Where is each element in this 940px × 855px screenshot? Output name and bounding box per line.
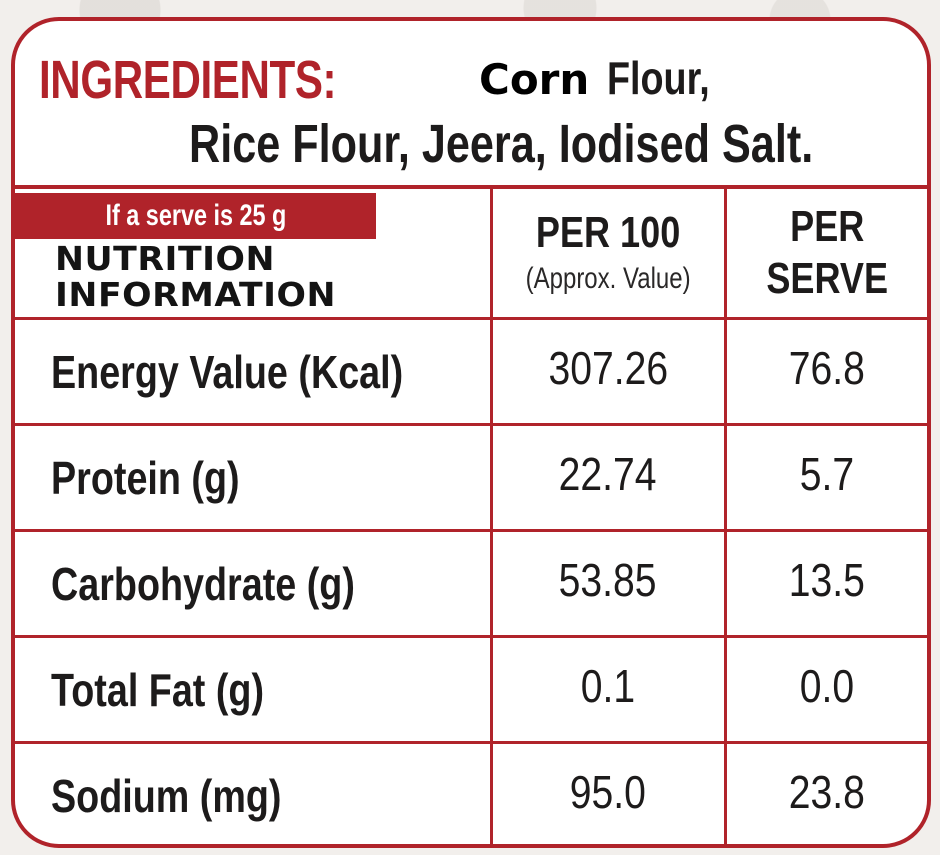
per-serve-value: 23.8 [723, 741, 927, 844]
serve-size-badge: If a serve is 25 g [15, 193, 376, 239]
nutrition-label-card: INGREDIENTS: Corn Flour, Rice Flour, Jeer… [11, 17, 931, 848]
per-100-header: PER 100 (Approx. Value) [489, 189, 727, 320]
per-serve-value: 5.7 [723, 423, 927, 532]
per-serve-line-2: SERVE [765, 254, 888, 303]
per-serve-value: 76.8 [723, 317, 927, 426]
per-100-title: PER 100 [535, 208, 681, 257]
nutrition-info-header-cell: If a serve is 25 g NUTRITION INFORMATION [15, 189, 493, 320]
ingredients-line-2: Rice Flour, Jeera, Iodised Salt. [189, 114, 814, 174]
serve-size-text: If a serve is 25 g [105, 199, 286, 232]
ingredients-line-1: Corn Flour, [479, 51, 733, 105]
ingredients-heading: INGREDIENTS: [39, 50, 337, 110]
table-row: Total Fat (g) 0.1 0.0 [15, 635, 927, 744]
per-serve-value: 13.5 [723, 529, 927, 638]
per-100-value: 22.74 [489, 423, 727, 532]
nutrient-name: Sodium (mg) [15, 741, 493, 844]
table-row: Energy Value (Kcal) 307.26 76.8 [15, 317, 927, 426]
ingredient-flour: Flour, [607, 52, 710, 104]
nutrient-name: Energy Value (Kcal) [15, 317, 493, 426]
title-line-1: NUTRITION [55, 239, 276, 278]
per-100-value: 307.26 [489, 317, 727, 426]
table-header-row: If a serve is 25 g NUTRITION INFORMATION… [15, 189, 927, 320]
table-row: Carbohydrate (g) 53.85 13.5 [15, 529, 927, 638]
per-serve-value: 0.0 [723, 635, 927, 744]
per-serve-line-1: PER [789, 202, 864, 251]
nutrient-name: Total Fat (g) [15, 635, 493, 744]
nutrient-name: Protein (g) [15, 423, 493, 532]
nutrient-name: Carbohydrate (g) [15, 529, 493, 638]
table-row: Sodium (mg) 95.0 23.8 [15, 741, 927, 844]
ingredient-corn: Corn [479, 55, 590, 104]
nutrition-information-title: NUTRITION INFORMATION [55, 241, 336, 313]
per-serve-header: PER SERVE [723, 189, 927, 320]
per-100-value: 0.1 [489, 635, 727, 744]
per-100-value: 53.85 [489, 529, 727, 638]
table-row: Protein (g) 22.74 5.7 [15, 423, 927, 532]
ingredients-section: INGREDIENTS: Corn Flour, Rice Flour, Jeer… [15, 21, 927, 189]
title-line-2: INFORMATION [55, 275, 337, 314]
per-100-value: 95.0 [489, 741, 727, 844]
nutrition-table: If a serve is 25 g NUTRITION INFORMATION… [15, 189, 927, 844]
per-100-subtitle: (Approx. Value) [525, 262, 691, 295]
